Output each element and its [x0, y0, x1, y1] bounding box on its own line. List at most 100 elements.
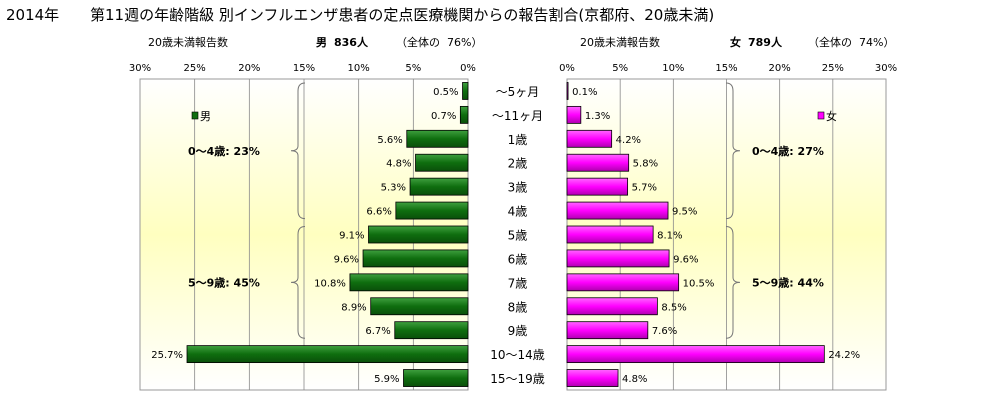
right-tick-label: 5% [612, 63, 628, 74]
female-bar [566, 201, 669, 220]
age-category-label: 4歳 [508, 205, 528, 219]
right-tick-label: 0% [559, 63, 575, 74]
right-share-prefix: （全体の [808, 36, 852, 49]
age-category-label: 10～14歳 [490, 348, 545, 362]
male-value-label: 6.6% [366, 207, 391, 218]
right-tick-label: 20% [769, 63, 791, 74]
left-share: （全体の 76%） [396, 34, 482, 50]
female-value-label: 5.8% [633, 159, 658, 170]
male-value-label: 9.1% [339, 231, 364, 242]
female-bar [566, 321, 649, 340]
left-tick-label: 25% [184, 63, 206, 74]
male-value-label: 5.6% [377, 135, 402, 146]
female-annotation-0-4: 0～4歳: 27% [752, 144, 824, 158]
female-value-label: 10.5% [683, 278, 715, 289]
male-bar [409, 177, 469, 196]
female-value-label: 1.3% [585, 111, 610, 122]
male-legend-swatch [191, 111, 199, 120]
chart-title: 第11週の年齢階級 別インフルエンザ患者の定点医療機関からの報告割合(京都府、2… [90, 6, 715, 24]
title-year: 2014年 [6, 6, 60, 24]
female-value-label: 4.2% [616, 135, 641, 146]
male-value-label: 8.9% [341, 302, 366, 313]
right-sex-label: 女 789人 [730, 34, 782, 50]
female-bar [566, 177, 629, 196]
age-category-label: 6歳 [508, 252, 528, 266]
male-value-label: 5.3% [381, 183, 406, 194]
left-tick-label: 20% [238, 63, 260, 74]
female-bar [566, 369, 619, 387]
male-annotation-5-9: 5～9歳: 45% [188, 275, 260, 289]
age-category-label: 7歳 [508, 276, 528, 290]
left-count: 836人 [334, 36, 368, 49]
male-bar [368, 225, 469, 244]
left-sex: 男 [316, 36, 327, 49]
male-value-label: 0.7% [431, 111, 456, 122]
female-bar [566, 297, 658, 316]
female-bar [566, 345, 825, 364]
male-value-label: 25.7% [151, 350, 183, 361]
male-value-label: 6.7% [365, 326, 390, 337]
age-category-label: ～5ヶ月 [496, 85, 540, 99]
female-value-label: 4.8% [622, 374, 647, 385]
male-bar [406, 129, 469, 148]
male-value-label: 4.8% [386, 159, 411, 170]
left-tick-label: 10% [348, 63, 370, 74]
right-tick-label: 15% [715, 63, 737, 74]
age-category-label: 8歳 [508, 300, 528, 314]
right-tick-label: 10% [662, 63, 684, 74]
male-bar [349, 273, 469, 292]
right-brace-5-9 [725, 226, 741, 339]
age-category-label: 9歳 [508, 324, 528, 338]
female-legend-swatch [817, 111, 825, 120]
left-share-prefix: （全体の [396, 36, 440, 49]
female-bar [566, 82, 569, 100]
male-bar [186, 345, 469, 364]
right-tick-label: 25% [822, 63, 844, 74]
left-tick-label: 30% [129, 63, 151, 74]
right-share: （全体の 74%） [808, 34, 894, 50]
age-category-label: 3歳 [508, 181, 528, 195]
male-bar [415, 153, 469, 172]
female-value-label: 7.6% [652, 326, 677, 337]
age-category-label: 5歳 [508, 229, 528, 243]
right-count: 789人 [748, 36, 782, 49]
female-value-label: 9.5% [672, 207, 697, 218]
right-tick-label: 30% [875, 63, 897, 74]
left-tick-label: 0% [460, 63, 476, 74]
left-tick-label: 5% [405, 63, 421, 74]
left-tick-label: 15% [293, 63, 315, 74]
female-value-label: 8.5% [661, 302, 686, 313]
female-value-label: 0.1% [572, 87, 597, 98]
female-bar [566, 105, 582, 124]
left-brace-0-4 [290, 82, 306, 220]
female-bar [566, 273, 680, 292]
female-legend-label: 女 [826, 109, 837, 123]
male-value-label: 10.8% [314, 278, 346, 289]
age-category-label: 2歳 [508, 157, 528, 171]
right-count-label: 20歳未満報告数 [580, 36, 660, 49]
left-share-value: 76%） [447, 36, 483, 49]
right-sex: 女 [730, 36, 741, 49]
left-brace-5-9 [290, 226, 306, 339]
male-value-label: 5.9% [374, 374, 399, 385]
male-bar [459, 105, 469, 124]
male-bar [370, 297, 469, 316]
male-annotation-0-4: 0～4歳: 23% [188, 144, 260, 158]
male-legend-label: 男 [200, 110, 211, 123]
male-value-label: 9.6% [334, 254, 359, 265]
male-bar [362, 249, 469, 268]
age-category-label: 15～19歳 [490, 372, 545, 386]
right-share-value: 74%） [859, 36, 895, 49]
female-value-label: 24.2% [828, 350, 860, 361]
female-annotation-5-9: 5～9歳: 44% [752, 275, 824, 289]
female-bar [566, 153, 630, 172]
female-value-label: 5.7% [632, 183, 657, 194]
female-bar [566, 129, 613, 148]
female-bar [566, 249, 670, 268]
male-bar [395, 201, 469, 220]
age-category-label: 1歳 [508, 133, 528, 147]
female-bar [566, 225, 654, 244]
left-sex-label: 男 836人 [316, 34, 368, 50]
female-value-label: 9.6% [673, 254, 698, 265]
